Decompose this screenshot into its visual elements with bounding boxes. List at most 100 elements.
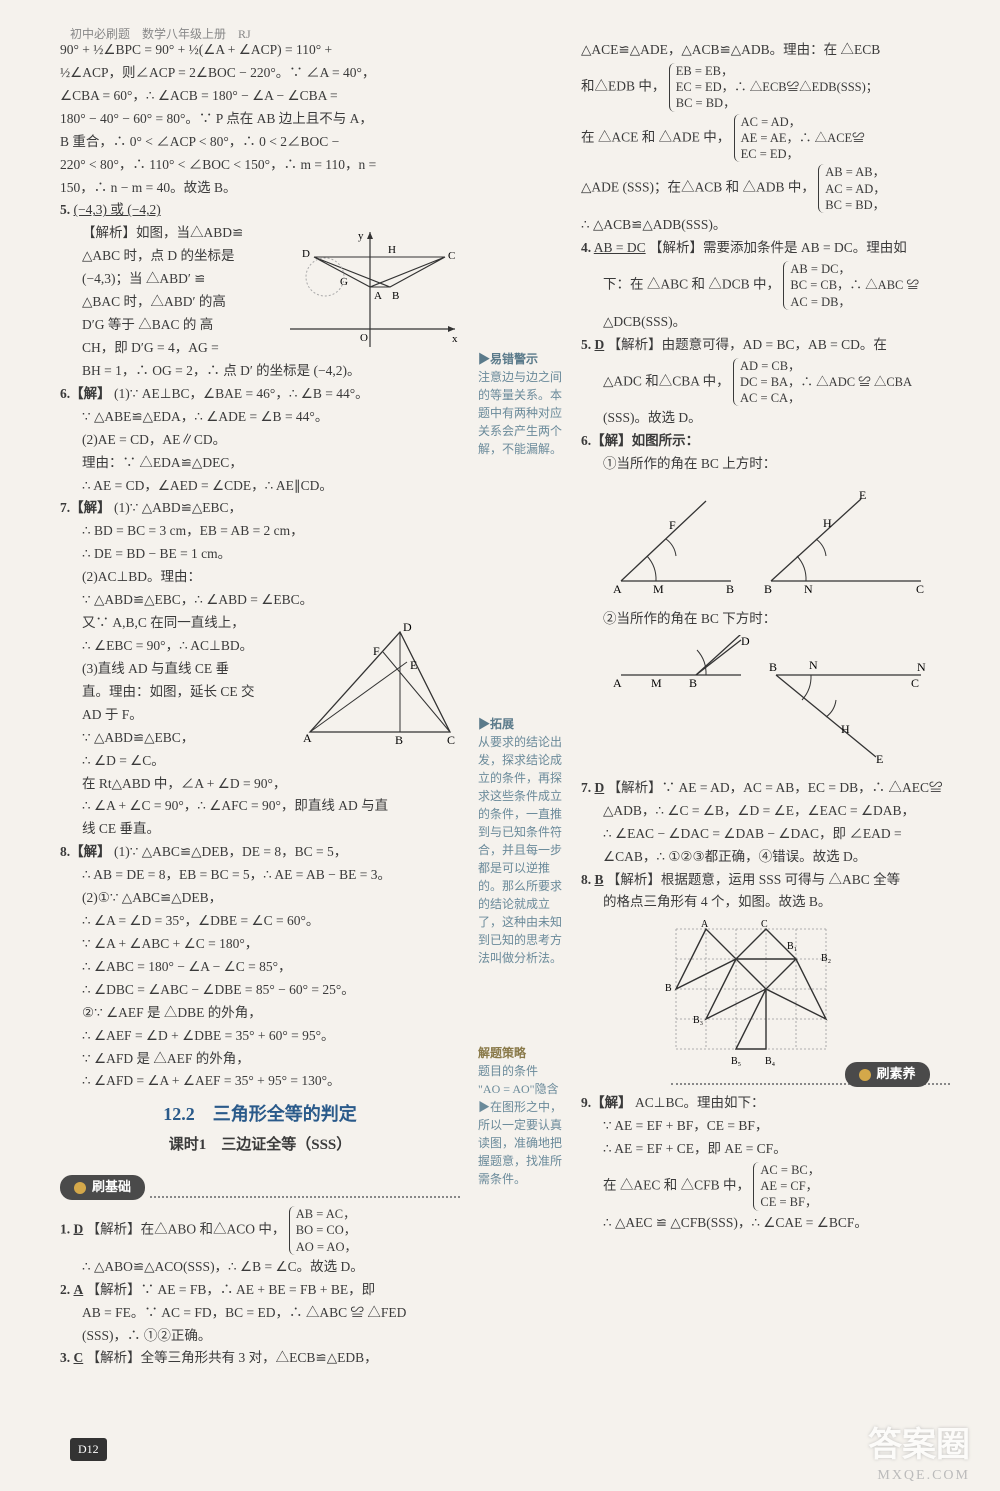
text-line: ∴ ∠AFD = ∠A + ∠AEF = 35° + 95° = 130°。 <box>60 1071 460 1092</box>
q-r9: 9.【解】 AC⊥BC。理由如下： <box>581 1093 950 1114</box>
text-line: 在 △AEC 和 △CFB 中， AC = BC， AE = CF， CE = … <box>581 1162 950 1211</box>
svg-text:C: C <box>911 676 919 690</box>
text-line: (SSS)，∴ ①②正确。 <box>60 1326 460 1347</box>
svg-text:C: C <box>447 733 455 747</box>
svg-text:N: N <box>809 658 818 672</box>
badge-literacy: 刷素养 <box>845 1062 930 1087</box>
q7: 7.【解】 (1)∵ △ABD≌△EBC， <box>60 498 460 519</box>
svg-text:B₅: B₅ <box>731 1056 741 1067</box>
text-line: 在 △ACE 和 △ADE 中， AC = AD， AE = AE，∴ △ACE… <box>581 114 950 163</box>
text-line: 下：在 △ABC 和 △DCB 中， AB = DC， BC = CB，∴ △A… <box>581 261 950 310</box>
svg-text:B: B <box>665 983 672 994</box>
brace-group: AB = AB， AC = AD， BC = BD， <box>818 164 886 213</box>
text-line: ∴ △AEC ≌ △CFB(SSS)，∴ ∠CAE = ∠BCF。 <box>581 1213 950 1234</box>
svg-text:B₂: B₂ <box>821 953 831 964</box>
text-line: (2)AE = CD，AE∥CD。 <box>60 430 460 451</box>
svg-text:A: A <box>613 582 622 596</box>
answer-letter: D <box>595 337 605 352</box>
text-line: (1)∵ △ABC≌△DEB，DE = 8，BC = 5， <box>114 844 347 859</box>
brace-group: AC = AD， AE = AE，∴ △ACE≌ EC = ED， <box>734 114 865 163</box>
text-line: ∠CAB，∴ ①②③都正确，④错误。故选 D。 <box>581 847 950 868</box>
svg-text:B: B <box>726 582 734 596</box>
coord-diagram-q5: x y O D C A B H G <box>280 227 460 352</box>
svg-text:D: D <box>403 620 412 634</box>
svg-text:F: F <box>669 518 676 532</box>
text-line: 理由：∵ △EDA≌△DEC， <box>60 453 460 474</box>
text-line: ∵ △ABD≌△EBC，∴ ∠ABD = ∠EBC。 <box>60 590 460 611</box>
text-line: AB = FE。∵ AC = FD，BC = ED，∴ △ABC ≌ △FED <box>60 1303 460 1324</box>
text-line: 150，∴ n − m = 40。故选 B。 <box>60 178 460 199</box>
text-line: ∠CBA = 60°，∴ ∠ACB = 180° − ∠A − ∠CBA = <box>60 86 460 107</box>
svg-text:B₃: B₃ <box>693 1015 703 1026</box>
answer-letter: D <box>595 780 605 795</box>
qnum: 4. <box>581 240 591 255</box>
grid-triangles-diagram: AC B B₁B₂ B₃B₅ B₄ <box>661 919 841 1074</box>
text-line: BH = 1，∴ OG = 2，∴ 点 D′ 的坐标是 (−4,2)。 <box>60 361 460 382</box>
brace-group: AD = CB， DC = BA，∴ △ADC ≌ △CBA AC = CA， <box>733 358 912 407</box>
q6-label: 6.【解】如图所示： <box>581 433 699 448</box>
note-body: 从要求的结论出发，探求结论成立的条件，再探求这些条件成立的条件，一直推到与已知条… <box>478 733 563 967</box>
svg-text:C: C <box>761 919 768 930</box>
text-line: ∵ △ABE≌△EDA，∴ ∠ADE = ∠B = 44°。 <box>60 407 460 428</box>
q-r6: 6.【解】如图所示： <box>581 431 950 452</box>
text-line: (2)①∵ △ABC≌△DEB， <box>60 888 460 909</box>
q6-label: 6.【解】 <box>60 386 111 401</box>
svg-text:H: H <box>841 722 850 736</box>
text-line: △ADB，∴ ∠C = ∠B，∠D = ∠E，∠EAC = ∠DAB， <box>581 801 950 822</box>
note-body: ▶在图形之中，所以一定要认真读图，准确地把握题意，找准所需条件。 <box>478 1098 563 1188</box>
text-line: △ACE≌△ADE，△ACB≌△ADB。理由：在 △ECB <box>581 40 950 61</box>
text-line: (1)∵ AE⊥BC，∠BAE = 46°，∴ ∠B = 44°。 <box>114 386 369 401</box>
note-error-warning: ▶易错警示 注意边与边之间的等量关系。本题中有两种对应关系会产生两个解，不能漏解… <box>478 350 563 458</box>
middle-column: ▶易错警示 注意边与边之间的等量关系。本题中有两种对应关系会产生两个解，不能漏解… <box>478 40 563 1371</box>
text-line: ∴ AE = CD，∠AED = ∠CDE，∴ AE∥CD。 <box>60 476 460 497</box>
svg-text:C: C <box>448 250 455 262</box>
q-r4: 4. AB = DC 【解析】需要添加条件是 AB = DC。理由如 <box>581 238 950 259</box>
q5-number: 5. <box>60 202 70 217</box>
page-number: D12 <box>70 1438 107 1461</box>
text-line: ∴ ∠D = ∠C。 <box>60 751 460 772</box>
answer-letter: A <box>74 1282 84 1297</box>
text-line: ∴ ∠A + ∠C = 90°，∴ ∠AFC = 90°，即直线 AD 与直 <box>60 796 460 817</box>
svg-text:y: y <box>358 230 364 242</box>
text-line: 【解析】需要添加条件是 AB = DC。理由如 <box>649 240 907 255</box>
text-line: ∵ ∠A + ∠ABC + ∠C = 180°， <box>60 934 460 955</box>
page-body: 90° + ½∠BPC = 90° + ½(∠A + ∠ACP) = 110° … <box>0 0 1000 1431</box>
text-line: ½∠ACP，则∠ACP = 2∠BOC − 220°。∵ ∠A = 40°， <box>60 63 460 84</box>
text-fragment: △ADE (SSS)；在△ACB 和 △ADB 中， <box>581 180 815 195</box>
note-extension: ▶拓展 从要求的结论出发，探求结论成立的条件，再探求这些条件成立的条件，一直推到… <box>478 715 563 967</box>
watermark-url: MXQE.COM <box>877 1465 970 1487</box>
svg-text:B₄: B₄ <box>765 1056 776 1067</box>
section-subtitle: 课时1 三边证全等（SSS） <box>60 1133 460 1157</box>
text-line: ②∵ ∠AEF 是 △DBE 的外角， <box>60 1003 460 1024</box>
text-line: 【解析】在△ABO 和△ACO 中， <box>87 1221 286 1236</box>
qnum: 1. <box>60 1221 70 1236</box>
svg-text:B: B <box>689 676 697 690</box>
svg-text:N: N <box>917 660 926 674</box>
svg-text:H: H <box>388 244 396 256</box>
text-line: 【解析】根据题意，运用 SSS 可得与 △ABC 全等 <box>607 872 900 887</box>
svg-text:M: M <box>653 582 664 596</box>
text-line: AC⊥BC。理由如下： <box>635 1095 765 1110</box>
q-b3: 3. C 【解析】全等三角形共有 3 对，△ECB≌△EDB， <box>60 1348 460 1369</box>
text-line: ∵ ∠AFD 是 △AEF 的外角， <box>60 1049 460 1070</box>
text-line: 220° < 80°，∴ 110° < ∠BOC < 150°，∴ m = 11… <box>60 155 460 176</box>
text-line: 【解析】∵ AE = FB，∴ AE + BE = FB + BE，即 <box>87 1282 375 1297</box>
q-r8: 8. B 【解析】根据题意，运用 SSS 可得与 △ABC 全等 <box>581 870 950 891</box>
text-line: ∴ BD = BC = 3 cm，EB = AB = 2 cm， <box>60 521 460 542</box>
qnum: 2. <box>60 1282 70 1297</box>
left-column: 90° + ½∠BPC = 90° + ½(∠A + ∠ACP) = 110° … <box>60 40 460 1371</box>
svg-text:H: H <box>823 516 832 530</box>
qnum: 7. <box>581 780 591 795</box>
svg-text:E: E <box>876 752 883 765</box>
text-line: 【解析】全等三角形共有 3 对，△ECB≌△EDB， <box>87 1350 378 1365</box>
svg-text:A: A <box>374 290 382 302</box>
svg-text:B₁: B₁ <box>787 941 797 952</box>
brace-group: AB = DC， BC = CB，∴ △ABC ≌ AC = DB， <box>783 261 919 310</box>
q5: 5. (−4,3) 或 (−4,2) <box>60 200 460 221</box>
svg-text:B: B <box>769 660 777 674</box>
svg-text:E: E <box>859 488 866 502</box>
text-line: B 重合，∴ 0° < ∠ACP < 80°，∴ 0 < 2∠BOC − <box>60 132 460 153</box>
q8-label: 8.【解】 <box>60 844 111 859</box>
badge-basics: 刷基础 <box>60 1175 145 1200</box>
svg-text:x: x <box>452 333 458 345</box>
